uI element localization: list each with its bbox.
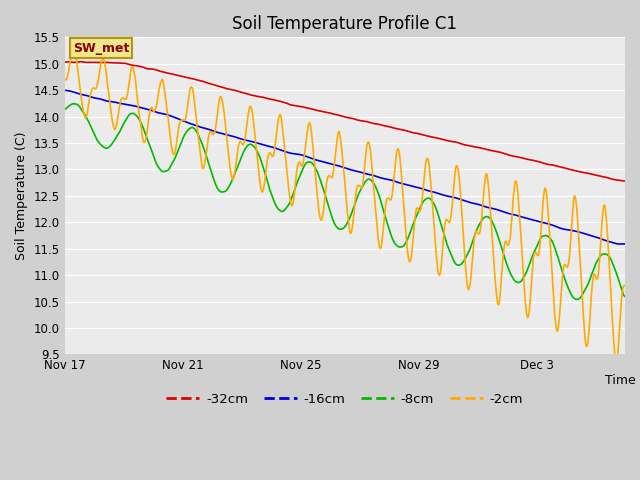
Title: Soil Temperature Profile C1: Soil Temperature Profile C1 (232, 15, 457, 33)
Text: SW_met: SW_met (73, 42, 129, 55)
X-axis label: Time: Time (605, 373, 636, 386)
Legend: -32cm, -16cm, -8cm, -2cm: -32cm, -16cm, -8cm, -2cm (161, 388, 529, 411)
Y-axis label: Soil Temperature (C): Soil Temperature (C) (15, 132, 28, 260)
